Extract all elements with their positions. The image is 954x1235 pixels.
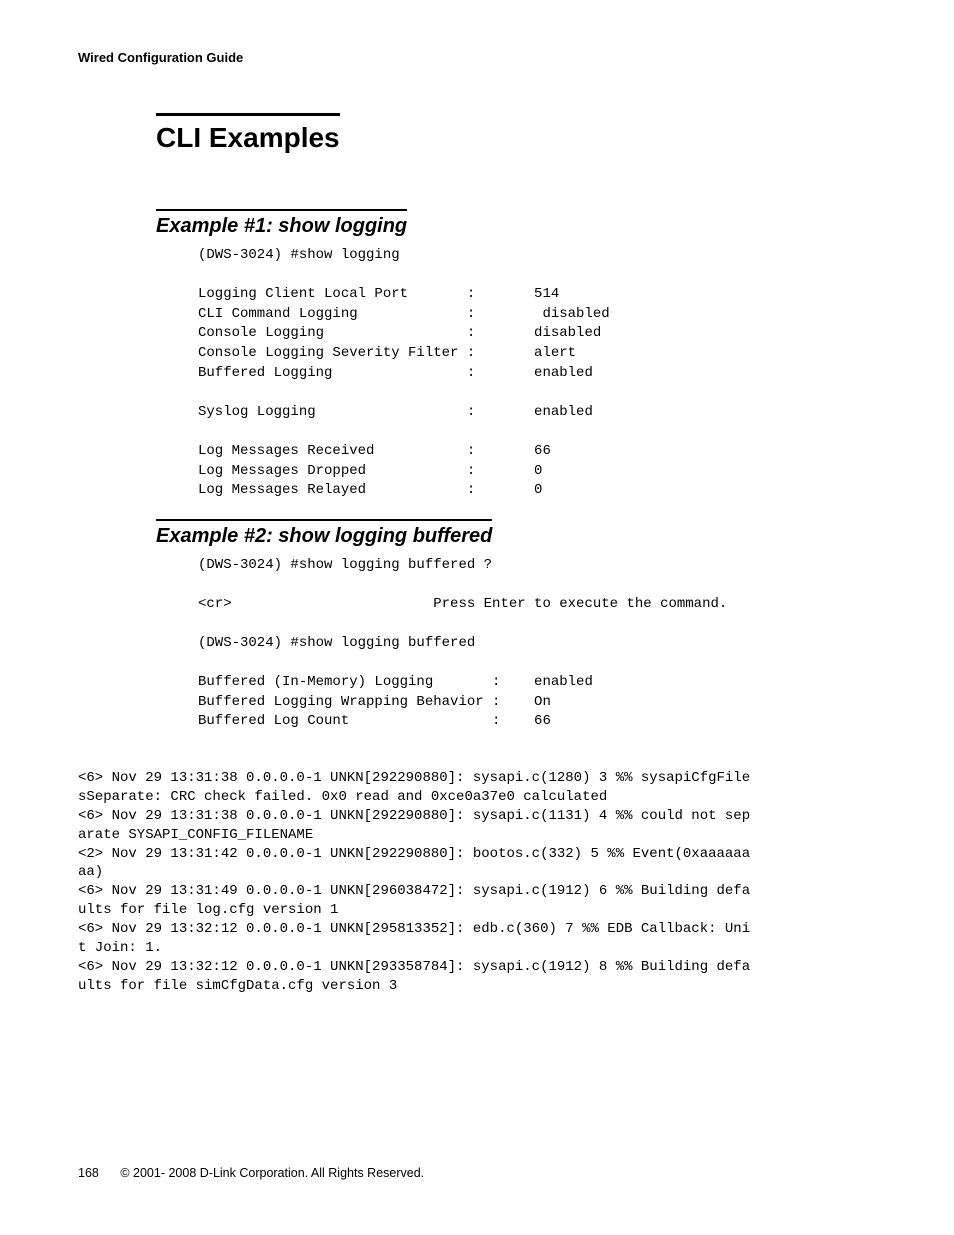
page-container: Wired Configuration Guide CLI Examples E…: [0, 0, 954, 1235]
page-number: 168: [78, 1166, 99, 1180]
page-footer: 168 © 2001- 2008 D-Link Corporation. All…: [78, 1166, 424, 1180]
copyright-text: © 2001- 2008 D-Link Corporation. All Rig…: [120, 1166, 424, 1180]
section-title: CLI Examples: [156, 113, 340, 154]
example1-output: (DWS-3024) #show logging Logging Client …: [198, 246, 876, 501]
example2-title: Example #2: show logging buffered: [156, 519, 492, 548]
example2-output: (DWS-3024) #show logging buffered ? <cr>…: [198, 556, 876, 732]
example1-title: Example #1: show logging: [156, 209, 407, 238]
example2-log-output: <6> Nov 29 13:31:38 0.0.0.0-1 UNKN[29229…: [78, 750, 876, 996]
running-header: Wired Configuration Guide: [78, 50, 876, 65]
